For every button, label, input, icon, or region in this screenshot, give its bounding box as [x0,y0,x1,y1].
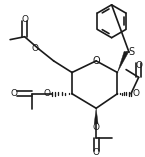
Text: S: S [129,47,135,57]
Text: O: O [135,61,142,70]
Polygon shape [94,108,98,124]
Text: O: O [21,15,28,24]
Polygon shape [117,51,128,73]
Text: O: O [92,56,100,66]
Text: O: O [132,89,139,98]
Text: O: O [93,123,100,132]
Text: O: O [43,89,50,98]
Text: O: O [32,44,39,53]
Text: O: O [93,148,100,157]
Text: O: O [10,89,18,98]
